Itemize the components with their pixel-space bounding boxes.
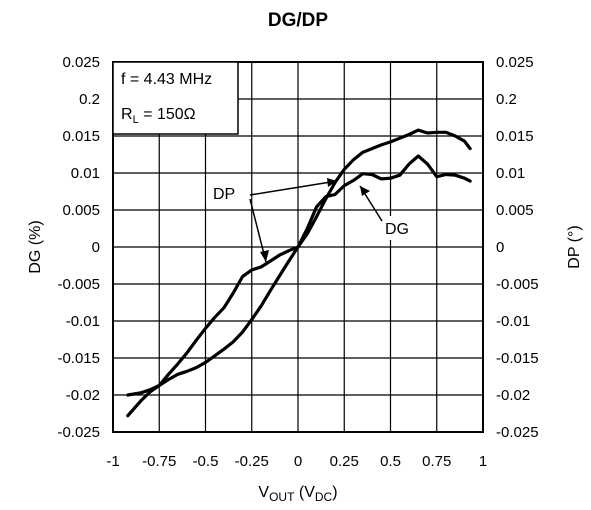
- y-tick-label-left: 0.2: [79, 91, 100, 108]
- y-tick-label-right: -0.015: [496, 350, 539, 367]
- dg-annotation: DG: [359, 185, 420, 240]
- y-tick-label-left: 0.015: [62, 128, 100, 145]
- dg-arrowhead: [360, 186, 370, 196]
- y-tick-label-right: 0.01: [496, 165, 525, 182]
- condition-load: RL = 150Ω: [121, 106, 196, 126]
- y-axis-label-left: DG (%): [27, 220, 44, 273]
- x-tick-label: -0.25: [235, 453, 269, 470]
- series-line-dg: [126, 154, 472, 397]
- x-tick-label: -0.5: [193, 453, 219, 470]
- grid: [113, 62, 483, 432]
- x-tick-label: -0.75: [142, 453, 176, 470]
- x-tick-label: 0.5: [380, 453, 401, 470]
- dp-arrowhead-lower: [260, 250, 269, 262]
- y-tick-labels-left: 0.025 0.2 0.015 0.01 0.005 0 -0.005 -0.01 -0.015…: [57, 54, 100, 441]
- y-tick-labels-right: 0.025 0.2 0.015 0.01 0.005 0 -0.005 -0.01 -0.015…: [496, 54, 539, 441]
- dg-label: DG: [385, 221, 409, 238]
- x-tick-label: -1: [106, 453, 119, 470]
- y-tick-label-right: -0.01: [496, 313, 530, 330]
- x-tick-label: 0: [294, 453, 302, 470]
- y-tick-label-right: 0: [496, 239, 504, 256]
- y-tick-label-left: -0.01: [66, 313, 100, 330]
- y-tick-label-right: 0.2: [496, 91, 517, 108]
- y-tick-label-left: -0.015: [57, 350, 100, 367]
- condition-frequency: f = 4.43 MHz: [121, 71, 212, 88]
- plot-frame: [112, 61, 484, 433]
- y-tick-label-right: 0.005: [496, 202, 534, 219]
- y-tick-label-left: 0.005: [62, 202, 100, 219]
- dp-label: DP: [213, 186, 235, 203]
- y-tick-label-left: 0.025: [62, 54, 100, 71]
- y-tick-label-right: -0.025: [496, 424, 539, 441]
- x-tick-labels: -1 -0.75 -0.5 -0.25 0 0.25 0.5 0.75 1: [106, 453, 487, 470]
- dp-annotation: DP: [206, 178, 338, 263]
- y-tick-label-left: 0: [92, 239, 100, 256]
- y-tick-label-right: 0.015: [496, 128, 534, 145]
- y-tick-label-left: 0.01: [71, 165, 100, 182]
- dp-arrow-upper: [249, 180, 338, 196]
- chart-title: DG/DP: [268, 10, 329, 31]
- y-tick-label-right: 0.025: [496, 54, 534, 71]
- y-tick-label-left: -0.025: [57, 424, 100, 441]
- condition-box: [112, 61, 239, 135]
- y-tick-label-left: -0.005: [57, 276, 100, 293]
- x-tick-label: 0.25: [330, 453, 359, 470]
- y-tick-label-right: -0.005: [496, 276, 539, 293]
- x-tick-label: 1: [479, 453, 487, 470]
- x-tick-label: 0.75: [422, 453, 451, 470]
- series-lines: [126, 128, 472, 418]
- y-tick-label-right: -0.02: [496, 387, 530, 404]
- x-axis-label: VOUT (VDC): [258, 484, 337, 504]
- dp-arrowhead-upper: [327, 178, 337, 187]
- y-axis-label-right: DP (°): [566, 225, 583, 268]
- y-tick-label-left: -0.02: [66, 387, 100, 404]
